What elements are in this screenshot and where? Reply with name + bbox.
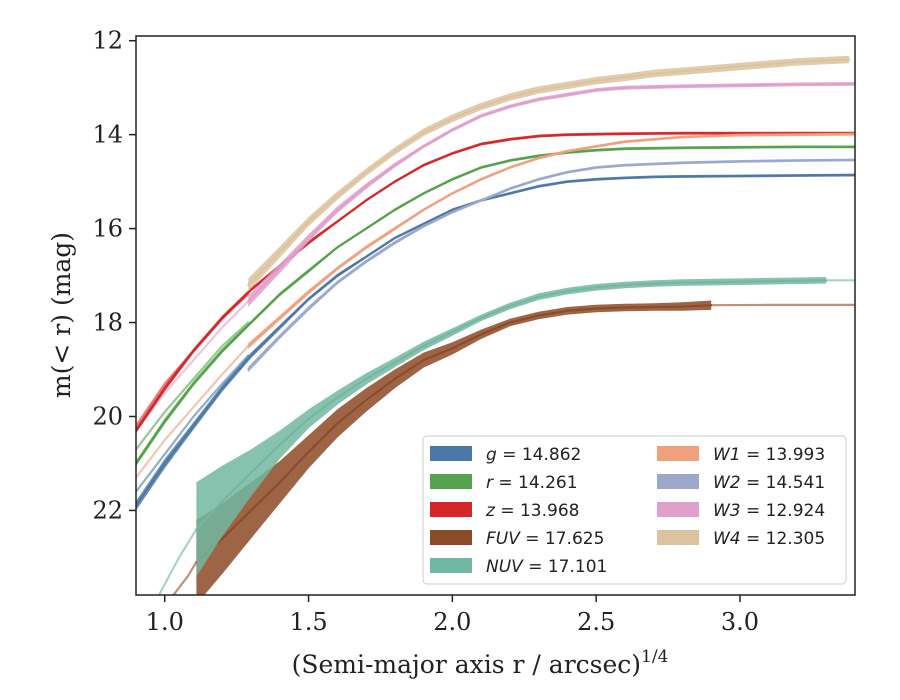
legend-variable: FUV [486,529,521,549]
legend-value: = 12.924 [741,501,826,521]
legend-variable: g [486,445,497,465]
x-axis-title-main: (Semi-major axis r / arcsec) [292,650,641,679]
series-line-w2 [247,159,855,371]
series-line-g [136,174,855,507]
legend-label-z: z = 13.968 [485,501,579,521]
y-tick-label: 14 [92,121,123,149]
legend-value: = 14.261 [493,473,578,493]
legend-value: = 14.862 [497,445,582,465]
legend-variable: z [485,501,496,521]
legend-value: = 17.625 [520,529,605,549]
legend-swatch-w2 [657,474,699,489]
legend-variable: r [486,473,494,493]
legend-label-w2: W2 = 14.541 [713,473,825,493]
y-tick-label: 16 [92,215,123,243]
series-line-z [136,132,855,432]
y-tick-label: 18 [92,309,123,337]
extrapolation-line-g-0 [136,354,250,493]
y-axis-title: m(< r) (mag) [47,232,76,398]
legend-swatch-z [430,502,472,517]
legend-value: = 13.968 [495,501,580,521]
legend-variable: W4 [713,529,741,549]
legend-label-g: g = 14.862 [486,445,581,465]
legend-label-w1: W1 = 13.993 [713,445,825,465]
legend-value: = 14.541 [741,473,826,493]
legend-swatch-w3 [657,502,699,517]
legend-label-fuv: FUV = 17.625 [486,529,604,549]
legend-swatch-nuv [430,558,472,573]
x-tick-label: 2.5 [577,608,615,636]
series-line-nuv [195,279,828,531]
y-tick-label: 22 [92,496,123,524]
series-line-w3 [247,82,855,303]
legend-swatch-w1 [657,446,699,461]
series-line-r [136,145,855,465]
series-band-fuv [196,300,712,595]
extrapolation-line-w1-3 [136,344,250,479]
legend-swatch-g [430,446,472,461]
legend-label-nuv: NUV = 17.101 [486,557,607,577]
y-tick-label: 12 [92,27,123,55]
x-tick-label: 3.0 [721,608,759,636]
extrapolation-line-r-1 [136,321,250,451]
legend-value: = 12.305 [741,529,826,549]
legend-swatch-r [430,474,472,489]
series-line-fuv [195,304,713,564]
extrapolation-line-nuv-5 [157,528,198,595]
legend-variable: W1 [713,445,741,465]
legend-label-w3: W3 = 12.924 [713,501,825,521]
extrapolation-line-w3-4 [136,300,250,432]
series-line-w1 [247,133,855,347]
legend-swatch-fuv [430,530,472,545]
x-tick-label: 2.0 [433,608,471,636]
series-band-w4 [248,55,850,292]
y-tick-label: 20 [92,402,123,430]
plot-frame [135,35,856,596]
x-tick-label: 1.5 [289,608,327,636]
x-tick-label: 1.0 [146,608,184,636]
x-axis-title: (Semi-major axis r / arcsec)1/4 [292,647,669,679]
legend-variable: W3 [713,501,741,521]
legend-value: = 13.993 [741,445,826,465]
legend-label-w4: W4 = 12.305 [713,529,825,549]
legend-variable: W2 [713,473,741,493]
x-axis: 1.0 1.5 2.0 2.5 3.0 [146,595,759,636]
legend-swatch-w4 [657,530,699,545]
legend-variable: NUV [486,557,524,577]
series-line-w4 [247,58,851,286]
legend-value: = 17.101 [523,557,608,577]
extrapolation-line-fuv-6 [172,560,198,595]
series-layer [136,55,855,595]
legend-label-r: r = 14.261 [486,473,578,493]
x-axis-title-sup: 1/4 [641,647,668,667]
y-axis: 12 14 16 18 20 22 [92,27,136,524]
legend-frame [422,435,847,585]
